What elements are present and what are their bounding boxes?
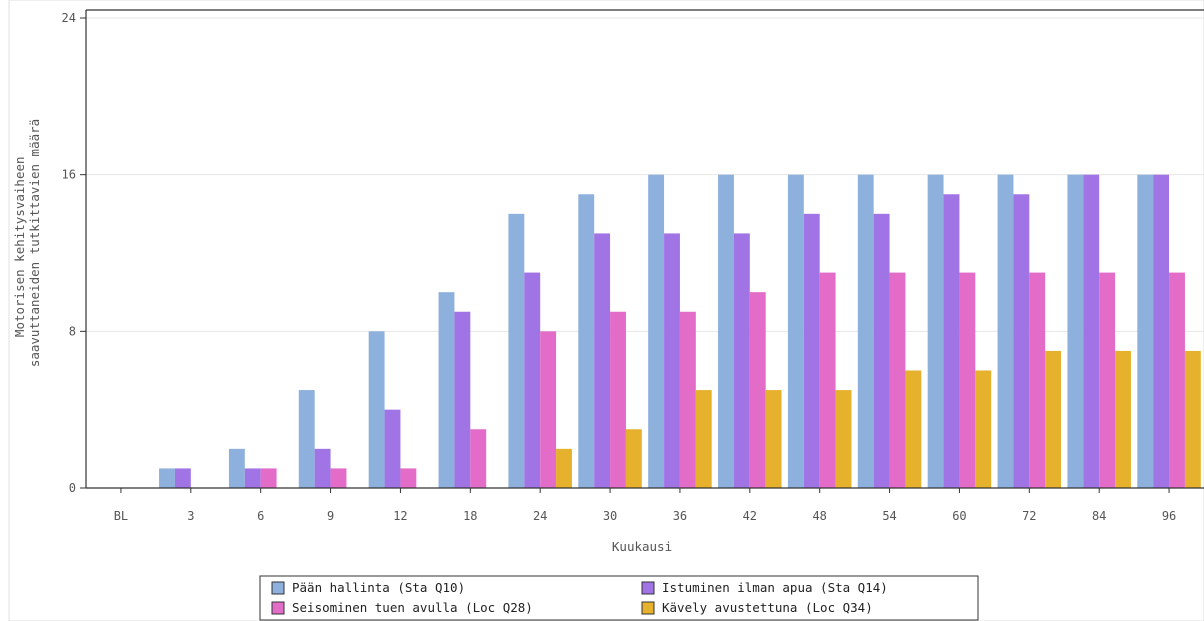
bar (733, 233, 750, 488)
x-tick-label: 48 (812, 509, 826, 523)
y-tick-label: 16 (62, 168, 76, 182)
x-tick-label: 9 (327, 509, 334, 523)
y-axis-title-line-2: saavuttaneiden tutkittavien määrä (27, 119, 42, 367)
bar (1169, 272, 1185, 488)
bar (594, 233, 611, 488)
y-axis-title: Motorisen kehitysvaiheen saavuttaneiden … (12, 119, 42, 367)
legend-label: Kävely avustettuna (Loc Q34) (662, 600, 873, 615)
bar (873, 213, 890, 488)
bar (368, 331, 385, 488)
bar (1083, 174, 1100, 489)
bar (819, 272, 836, 488)
legend-swatch (641, 581, 655, 595)
x-tick-label: 72 (1022, 509, 1036, 523)
y-axis-title-line-1: Motorisen kehitysvaiheen (12, 156, 27, 337)
bar (540, 331, 557, 488)
legend-label: Seisominen tuen avulla (Loc Q28) (292, 600, 533, 615)
bar (718, 174, 734, 489)
x-tick-label: 36 (673, 509, 687, 523)
bar (159, 468, 175, 488)
bar (330, 468, 347, 488)
bar (905, 370, 922, 488)
y-tick-label: 8 (69, 324, 76, 338)
legend-swatch (271, 601, 285, 615)
bar (975, 370, 992, 488)
bar (508, 213, 525, 488)
x-tick-labels: BL 3 6 9 12 18 24 30 36 42 48 54 60 72 84 96 (114, 509, 1177, 523)
bar (997, 174, 1014, 489)
bar (524, 272, 541, 488)
legend-box (259, 575, 979, 621)
bar (1184, 350, 1201, 488)
bar (1153, 174, 1170, 489)
bar (578, 194, 595, 488)
x-tick-label: 30 (603, 509, 617, 523)
x-tick-label: 60 (952, 509, 966, 523)
x-tick-label: 18 (463, 509, 477, 523)
bar (664, 233, 680, 488)
legend-label: Pään hallinta (Sta Q10) (292, 580, 465, 595)
bar (695, 390, 712, 488)
x-tick-label: 24 (533, 509, 547, 523)
bar (610, 311, 626, 488)
bar (749, 292, 766, 488)
x-tick-label: 3 (187, 509, 194, 523)
bar (438, 292, 455, 488)
bar (835, 390, 852, 488)
bar (1013, 194, 1030, 488)
bar (927, 174, 944, 489)
bar (174, 468, 191, 488)
bar (787, 174, 804, 489)
x-tick-label: BL (114, 509, 128, 523)
legend-swatch (641, 601, 655, 615)
bar (1029, 272, 1046, 488)
y-tick-labels: 0 8 16 24 (62, 11, 76, 495)
legend-swatch (271, 581, 285, 595)
bars (159, 174, 1201, 489)
x-axis-title: Kuukausi (612, 539, 672, 554)
x-tick-label: 54 (882, 509, 896, 523)
bar (384, 409, 401, 488)
legend-label: Istuminen ilman apua (Sta Q14) (662, 580, 888, 595)
bar (959, 272, 976, 488)
bar (400, 468, 417, 488)
bar (679, 311, 696, 488)
bar (228, 448, 245, 488)
bar (1137, 174, 1154, 489)
bar (765, 390, 782, 488)
y-tick-label: 24 (62, 11, 76, 25)
bar (1045, 350, 1062, 488)
bar (1099, 272, 1116, 488)
bar (314, 448, 331, 488)
axes (80, 9, 1204, 493)
y-tick-label: 0 (69, 481, 76, 495)
bar (454, 311, 471, 488)
x-tick-label: 6 (257, 509, 264, 523)
bar (943, 194, 960, 488)
x-tick-label: 84 (1092, 509, 1106, 523)
bar (857, 174, 874, 489)
bar (803, 213, 820, 488)
bar (648, 174, 665, 489)
bar (556, 448, 572, 488)
bar (625, 429, 642, 488)
bar (260, 468, 277, 488)
bar (298, 390, 315, 488)
bar (244, 468, 261, 488)
legend: Pään hallinta (Sta Q10) Istuminen ilman a… (259, 575, 979, 621)
x-tick-label: 42 (743, 509, 757, 523)
bar (470, 429, 487, 488)
bar (1115, 350, 1131, 488)
x-tick-label: 96 (1162, 509, 1176, 523)
bar (1067, 174, 1084, 489)
bar (889, 272, 906, 488)
x-tick-label: 12 (393, 509, 407, 523)
